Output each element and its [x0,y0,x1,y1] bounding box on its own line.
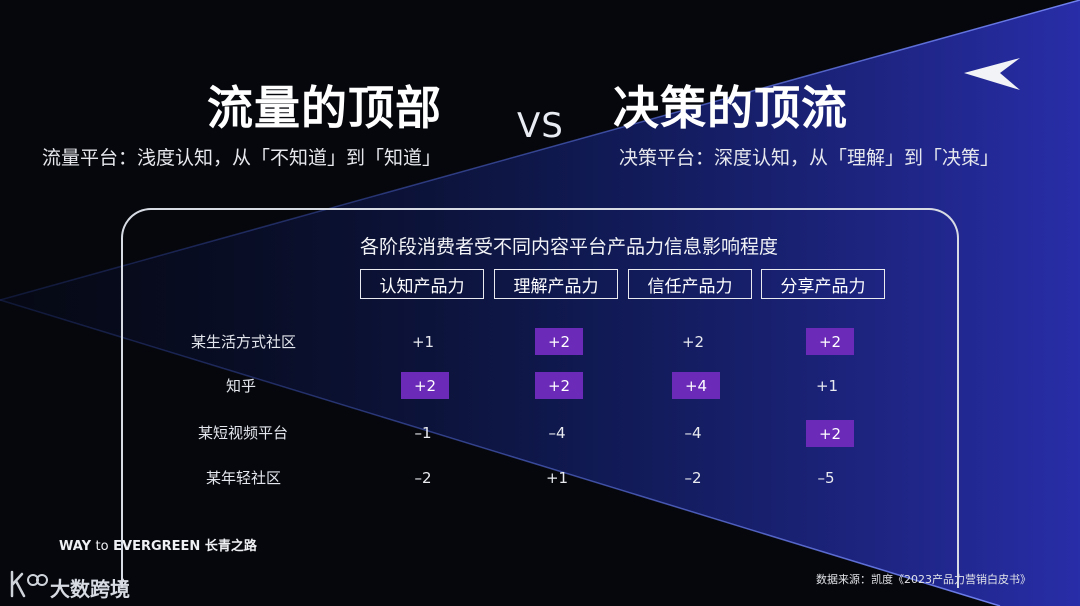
logo-text: 大数跨境 [50,577,130,601]
right-subtitle: 决策平台：深度认知，从「理解」到「决策」 [619,147,1000,169]
brand-chinese: 长青之路 [204,539,257,554]
table-cell-highlighted: +2 [535,372,583,399]
column-header-awareness: 认知产品力 [360,269,484,299]
vs-label: VS [517,106,564,146]
left-subtitle: 流量平台：浅度认知，从「不知道」到「知道」 [42,147,442,169]
left-title: 流量的顶部 [207,81,442,135]
table-cell-highlighted: +2 [806,328,854,355]
table-cell: –5 [817,468,835,487]
row-label-short-video-platform: 某短视频平台 [197,424,288,442]
footer-brand: WAY to EVERGREEN 长青之路 [59,535,257,554]
table-title: 各阶段消费者受不同内容平台产品力信息影响程度 [360,236,779,258]
table-cell-highlighted: +2 [401,372,449,399]
table-cell-highlighted: +2 [806,420,854,447]
table-cell: +1 [545,468,569,487]
right-title: 决策的顶流 [613,81,848,135]
arrowhead-logo-icon [964,58,1020,90]
row-label-youth-community: 某年轻社区 [205,469,281,487]
table-cell: –4 [548,423,566,442]
table-cell: –2 [414,468,432,487]
table-cell: –2 [684,468,702,487]
brand-to: to [95,539,109,554]
column-header-understanding: 理解产品力 [494,269,618,299]
brand-evergreen: EVERGREEN [113,539,201,554]
table-cell: –1 [414,423,432,442]
table-cell: +2 [681,332,705,351]
table-cell: –4 [684,423,702,442]
row-label-lifestyle-community: 某生活方式社区 [190,333,296,351]
row-label-zhihu: 知乎 [225,377,256,395]
table-cell-highlighted: +2 [535,328,583,355]
column-header-sharing: 分享产品力 [761,269,885,299]
table-panel [121,208,959,588]
table-cell-highlighted: +4 [672,372,720,399]
table-cell: +1 [815,376,839,395]
column-header-trust: 信任产品力 [628,269,752,299]
k100-logo-icon [10,570,48,598]
brand-way: WAY [59,539,91,554]
data-source: 数据来源：凯度《2023产品力营销白皮书》 [816,573,1031,586]
table-cell: +1 [411,332,435,351]
